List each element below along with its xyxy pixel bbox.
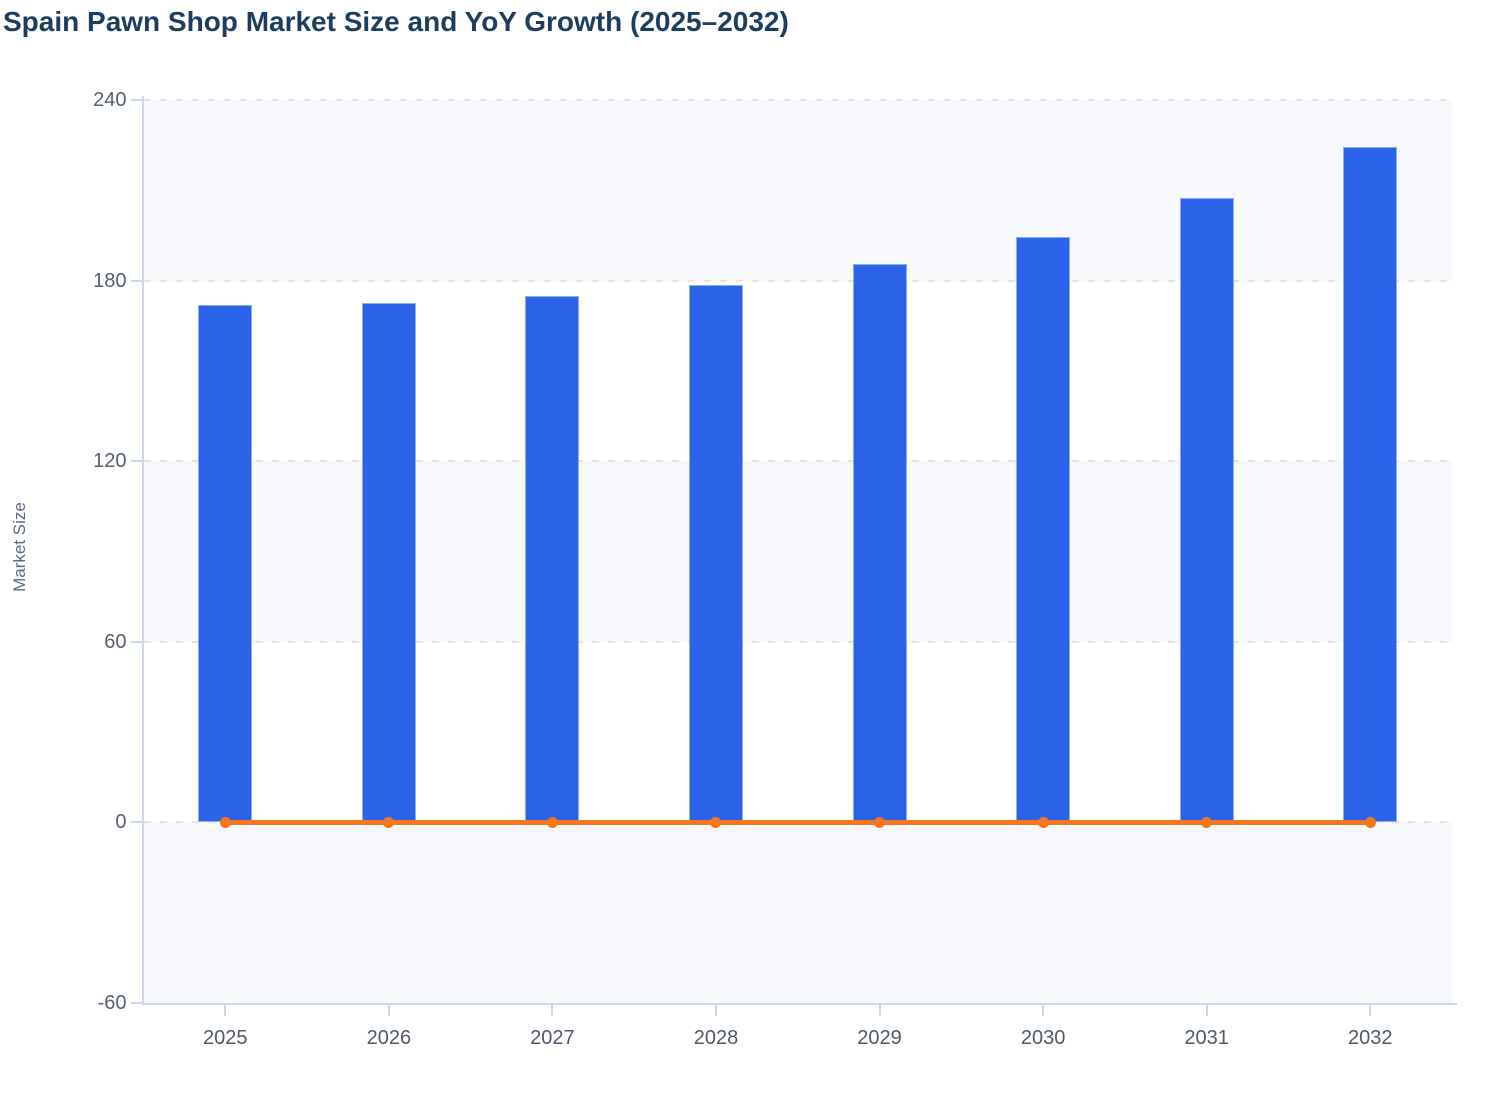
x-tick-label-2025: 2025 [203,1027,248,1049]
gridline-240 [143,99,1452,101]
y-tick-label-240: 240 [93,89,127,111]
bar-2029[interactable] [852,264,907,823]
y-axis-line [141,96,144,1005]
bar-2026[interactable] [361,303,416,823]
line-marker-2027[interactable] [546,816,558,828]
x-tick-2030 [1042,1005,1045,1016]
y-tick-0 [130,821,144,824]
x-tick-label-2028: 2028 [693,1027,739,1049]
y-tick--60 [130,1002,144,1004]
bar-2032[interactable] [1343,146,1398,823]
line-marker-2032[interactable] [1364,816,1376,828]
y-tick-180 [130,279,144,282]
plot-band [143,822,1452,1003]
gridline-60 [143,640,1452,643]
chart-title: Spain Pawn Shop Market Size and YoY Grow… [3,6,789,37]
plot-band [143,100,1452,281]
x-tick-2026 [387,1005,390,1016]
x-tick-label-2030: 2030 [1020,1027,1066,1049]
x-tick-2025 [224,1005,227,1016]
x-tick-label-2027: 2027 [530,1027,575,1049]
x-tick-label-2031: 2031 [1184,1027,1229,1049]
bar-2030[interactable] [1016,236,1071,823]
x-tick-label-2026: 2026 [366,1027,412,1049]
x-tick-label-2029: 2029 [857,1027,902,1049]
bar-2031[interactable] [1179,197,1234,823]
plot-band [143,461,1452,642]
line-marker-2031[interactable] [1201,816,1213,828]
gridline-180 [143,279,1452,282]
line-marker-2026[interactable] [383,816,395,828]
y-tick-label-180: 180 [93,269,127,292]
y-tick-label-120: 120 [93,450,127,473]
y-tick-240 [130,99,144,101]
bar-2027[interactable] [525,295,580,823]
y-tick-120 [130,460,144,463]
x-tick-2031 [1205,1005,1208,1016]
x-tick-2032 [1369,1005,1372,1016]
y-tick-60 [130,640,144,643]
line-marker-2025[interactable] [219,816,231,828]
line-marker-2028[interactable] [710,816,722,828]
line-marker-2030[interactable] [1037,816,1049,828]
gridline-120 [143,460,1452,463]
x-tick-2027 [551,1005,554,1016]
x-tick-2029 [878,1005,881,1016]
x-tick-label-2032: 2032 [1347,1027,1393,1049]
y-tick-label-60: 60 [104,630,127,653]
y-tick-label--60: -60 [97,992,127,1014]
bar-2025[interactable] [198,304,253,823]
x-tick-2028 [714,1005,717,1016]
bar-2028[interactable] [688,285,743,823]
x-axis-line [141,1003,1457,1005]
yoy-growth-line[interactable] [225,819,1371,825]
y-tick-label-0: 0 [115,811,127,834]
line-marker-2029[interactable] [874,816,886,828]
